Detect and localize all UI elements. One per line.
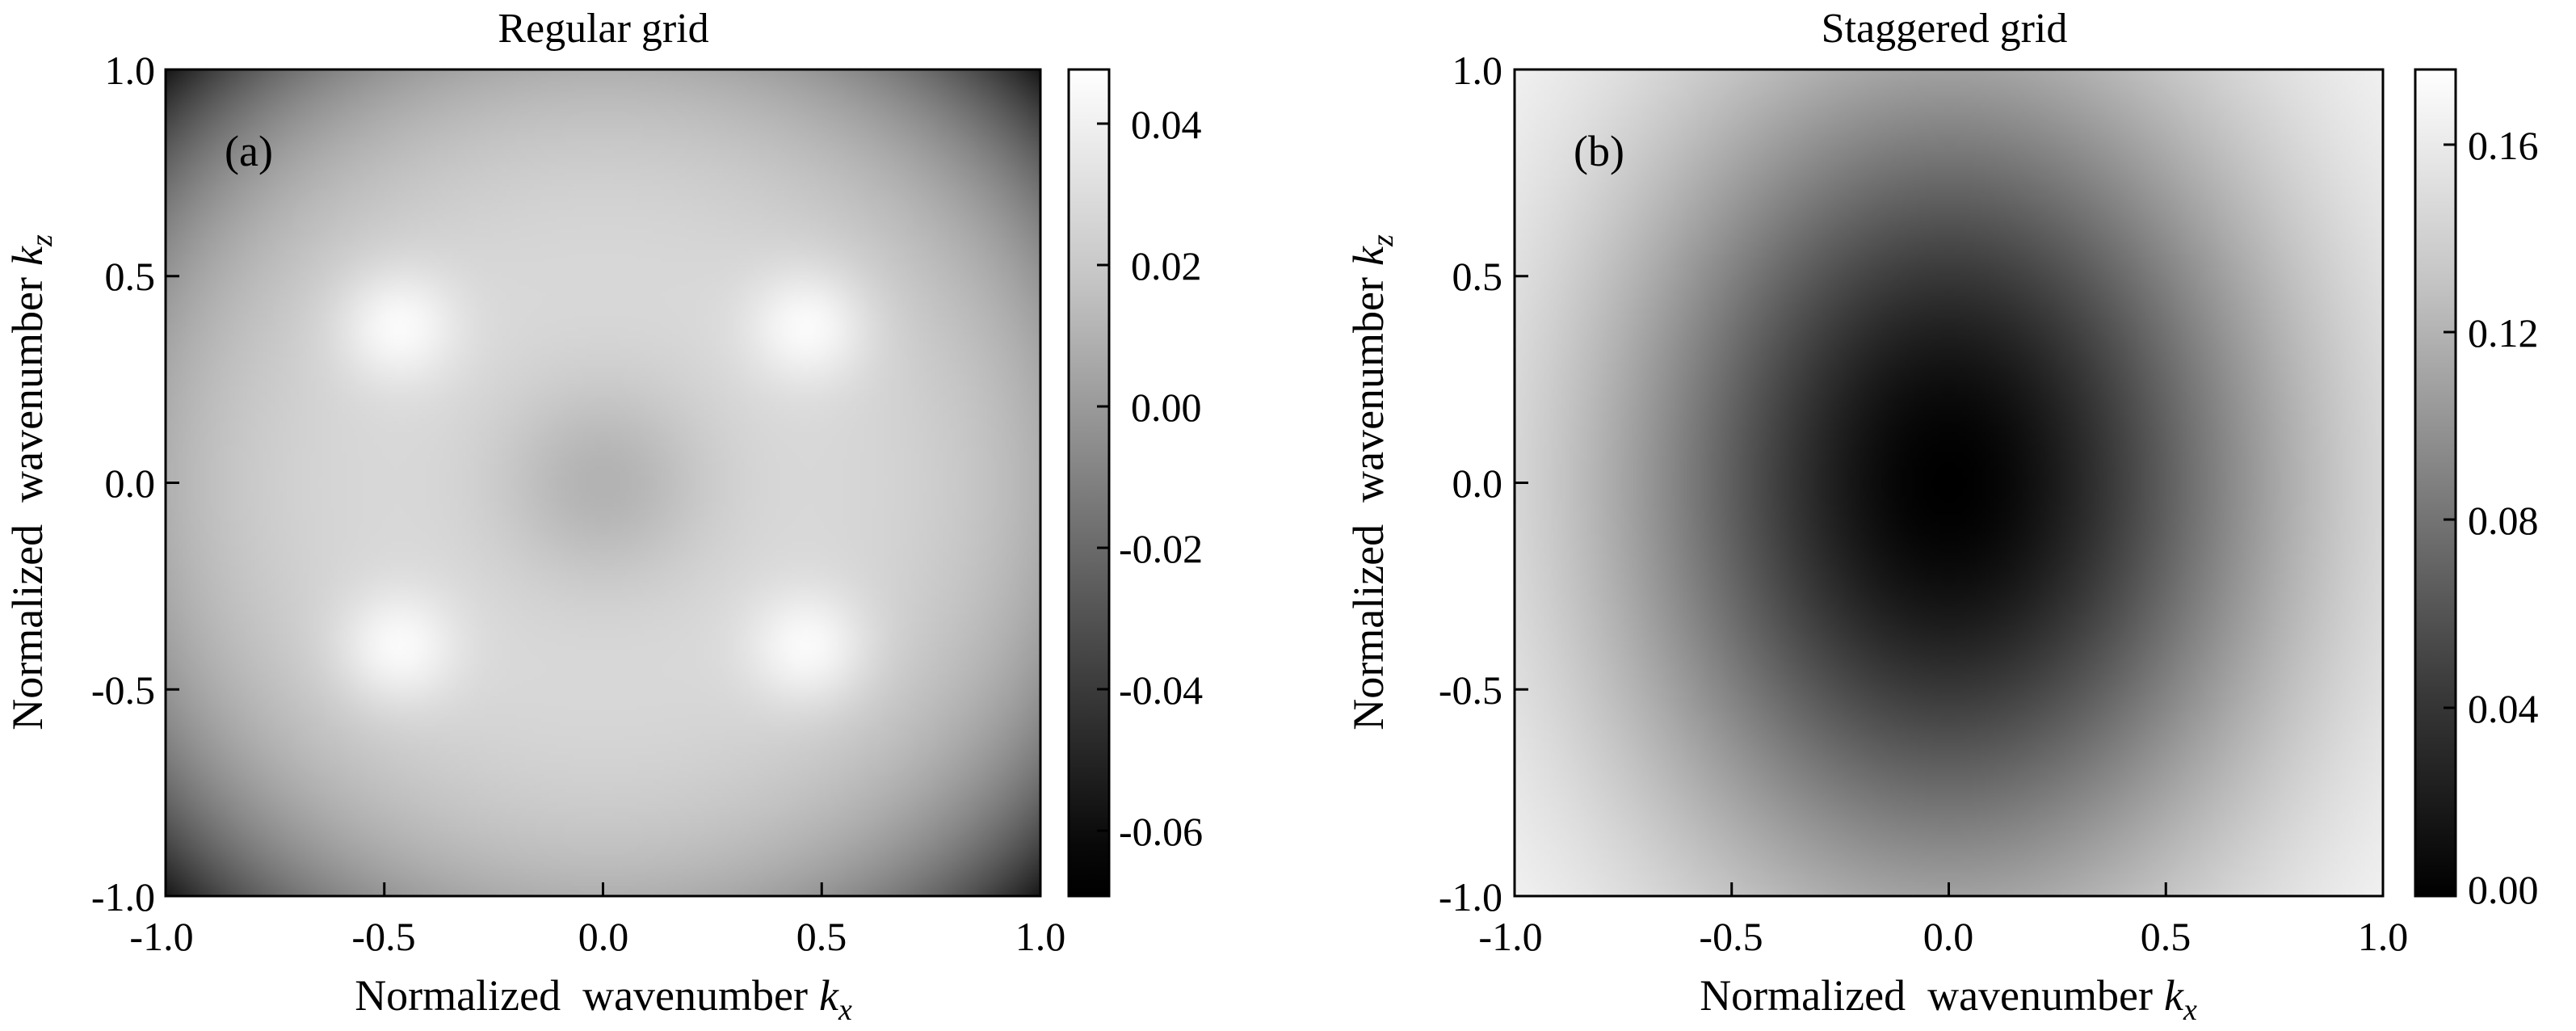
panel-b-ylabel-text: Normalized wavenumber — [1344, 277, 1393, 730]
panel-b-colorbar-frame — [2414, 68, 2457, 898]
panel-b-xlabel-text: Normalized wavenumber — [1700, 971, 2153, 1020]
panel-a-xlabel-text: Normalized wavenumber — [355, 971, 808, 1020]
panel-b-xtick-label: 0.0 — [1923, 914, 1974, 959]
panel-a-cbtick-label: -0.06 — [1119, 809, 1203, 854]
panel-a-ytick-label: -1.0 — [91, 874, 155, 919]
panel-a-ytick-label: 0.5 — [105, 254, 156, 299]
panel-a-x-axis: -1.0 -0.5 0.0 0.5 1.0 — [129, 882, 1065, 959]
panel-b-ytick-label: 0.0 — [1452, 461, 1503, 506]
panel-a-ytick-label: 1.0 — [105, 48, 156, 93]
panel-a-y-axis: 1.0 0.5 0.0 -0.5 -1.0 — [91, 48, 179, 919]
panel-a-heatmap — [166, 69, 1040, 896]
panel-a-xtick-label: -0.5 — [351, 914, 415, 959]
panel-b-colorbar-gradient — [2415, 69, 2456, 896]
panel-b-x-axis: -1.0 -0.5 0.0 0.5 1.0 — [1478, 882, 2408, 959]
panel-a-ytick-label: 0.0 — [105, 461, 156, 506]
panel-a-cbtick-label: -0.04 — [1119, 667, 1203, 713]
panel-b-cbtick-label: 0.00 — [2468, 867, 2539, 912]
panel-b-xtick-label: 1.0 — [2358, 914, 2409, 959]
panel-a: Regular grid (a) -1.0 -0.5 0.0 0.5 1.0 1… — [3, 6, 1203, 1027]
panel-a-colorbar-frame — [1067, 68, 1111, 898]
panel-a-xtick-label: -1.0 — [129, 914, 193, 959]
panel-b-y-axis-label: Normalized wavenumber kz — [1344, 234, 1400, 730]
panel-b-label: (b) — [1574, 127, 1624, 175]
panel-a-label: (a) — [225, 127, 273, 175]
panel-b-ytick-label: 1.0 — [1452, 48, 1503, 93]
panel-a-cbtick-label: 0.00 — [1131, 385, 1202, 430]
panel-a-cbtick-label: -0.02 — [1119, 526, 1203, 571]
panel-a-ylabel-text: Normalized wavenumber — [3, 277, 52, 730]
panel-b-xlabel-symbol: k — [2164, 971, 2184, 1020]
panel-a-xlabel-subscript: x — [838, 993, 852, 1027]
panel-b-title: Staggered grid — [1822, 6, 2068, 52]
panel-a-xlabel-symbol: k — [819, 971, 839, 1020]
panel-a-colorbar: 0.04 0.02 0.00 -0.02 -0.04 -0.06 — [1067, 68, 1203, 898]
panel-b-ytick-label: 0.5 — [1452, 254, 1503, 299]
panel-b-ytick-label: -1.0 — [1439, 874, 1502, 919]
panel-a-y-axis-label: Normalized wavenumber kz — [3, 234, 59, 730]
panel-b-ytick-label: -0.5 — [1439, 667, 1502, 713]
panel-a-colorbar-gradient — [1069, 69, 1109, 896]
panel-b-y-axis: 1.0 0.5 0.0 -0.5 -1.0 — [1439, 48, 1528, 919]
panel-b-xtick-label: -1.0 — [1478, 914, 1542, 959]
panel-b-cbtick-label: 0.04 — [2468, 686, 2539, 731]
panel-b-ylabel-symbol: k — [1344, 246, 1393, 266]
panel-a-ylabel-subscript: z — [25, 234, 59, 247]
panel-b-ylabel-subscript: z — [1366, 234, 1400, 247]
panel-b-cbtick-label: 0.12 — [2468, 310, 2539, 356]
panel-b-xtick-label: -0.5 — [1699, 914, 1763, 959]
panel-b: Staggered grid (b) -1.0 -0.5 0.0 0.5 1.0… — [1344, 6, 2539, 1027]
panel-a-ytick-label: -0.5 — [91, 667, 155, 713]
panel-b-heatmap — [1515, 69, 2383, 896]
panel-a-cbtick-label: 0.04 — [1131, 102, 1202, 147]
panel-b-x-axis-label: Normalized wavenumber kx — [1700, 971, 2197, 1027]
panel-b-xtick-label: 0.5 — [2141, 914, 2191, 959]
panel-a-cbtick-label: 0.02 — [1131, 243, 1202, 288]
panel-a-xtick-label: 1.0 — [1015, 914, 1066, 959]
panel-b-cbtick-label: 0.16 — [2468, 123, 2539, 168]
panel-a-x-axis-label: Normalized wavenumber kx — [355, 971, 852, 1027]
panel-a-xtick-label: 0.5 — [796, 914, 847, 959]
panel-a-xtick-label: 0.0 — [578, 914, 629, 959]
panel-b-colorbar: 0.16 0.12 0.08 0.04 0.00 — [2414, 68, 2539, 912]
panel-a-ylabel-symbol: k — [3, 246, 52, 266]
panel-b-xlabel-subscript: x — [2183, 993, 2197, 1027]
panel-b-cbtick-label: 0.08 — [2468, 498, 2539, 543]
panel-a-title: Regular grid — [498, 6, 708, 52]
